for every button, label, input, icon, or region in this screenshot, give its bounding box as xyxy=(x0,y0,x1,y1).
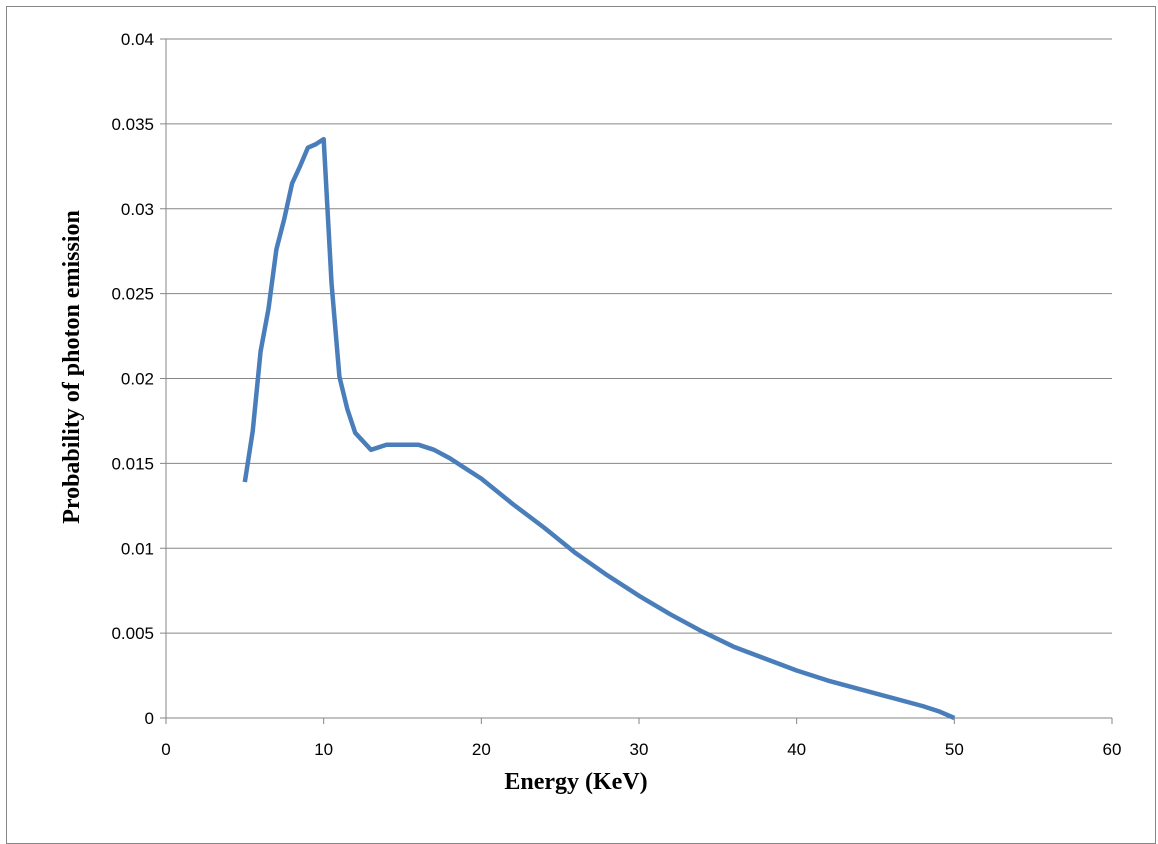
chart-svg: 0 0.005 0.01 0.015 0.02 0.025 0.03 0.035 0.04 0 10… xyxy=(59,30,1121,795)
y-tick-label: 0.015 xyxy=(111,454,154,473)
axis-layer xyxy=(160,38,1113,724)
y-tick-label: 0.035 xyxy=(111,115,154,134)
x-tick-label: 40 xyxy=(787,740,806,759)
y-tick-label: 0.005 xyxy=(111,624,154,643)
grid-layer xyxy=(166,38,1112,634)
x-tick-label: 0 xyxy=(161,740,170,759)
y-tick-label: 0.01 xyxy=(121,539,154,558)
chart-frame: 0 0.005 0.01 0.015 0.02 0.025 0.03 0.035 0.04 0 10… xyxy=(6,6,1156,844)
x-tick-label: 20 xyxy=(472,740,491,759)
y-tick-label: 0.04 xyxy=(121,30,154,49)
y-tick-label: 0.03 xyxy=(121,200,154,219)
tick-label-layer: 0 0.005 0.01 0.015 0.02 0.025 0.03 0.035 0.04 0 10… xyxy=(111,30,1121,759)
y-axis-title: Probability of photon emission xyxy=(59,210,85,524)
y-tick-label: 0 xyxy=(145,709,154,728)
x-axis-title: Energy (KeV) xyxy=(504,769,647,795)
x-tick-label: 30 xyxy=(630,740,649,759)
x-tick-label: 60 xyxy=(1103,740,1122,759)
series-layer xyxy=(242,136,956,721)
series-line xyxy=(242,136,956,721)
x-tick-label: 50 xyxy=(945,740,964,759)
y-tick-label: 0.025 xyxy=(111,285,154,304)
x-tick-label: 10 xyxy=(314,740,333,759)
y-tick-label: 0.02 xyxy=(121,370,154,389)
